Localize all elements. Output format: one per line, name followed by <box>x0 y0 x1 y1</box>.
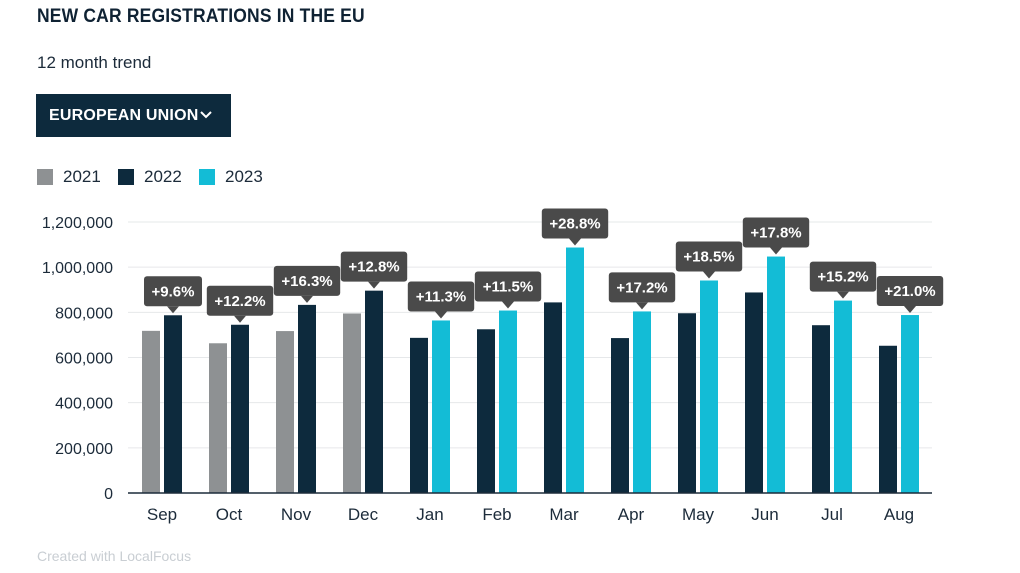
callout-box <box>675 241 743 272</box>
callout-pointer <box>837 291 849 299</box>
bar-jun-2022 <box>745 292 763 493</box>
y-tick-label: 1,200,000 <box>42 215 113 232</box>
x-tick-label: Sep <box>147 505 177 524</box>
data-label: +17.8% <box>750 225 801 242</box>
chevron-down-icon <box>200 111 212 119</box>
y-tick-label: 200,000 <box>55 441 113 458</box>
data-label: +11.5% <box>483 279 533 296</box>
x-tick-label: Apr <box>618 505 645 524</box>
page-title: NEW CAR REGISTRATIONS IN THE EU <box>37 6 365 27</box>
callout-pointer <box>703 271 715 279</box>
data-label: +12.8% <box>348 259 399 276</box>
y-tick-label: 600,000 <box>55 351 113 368</box>
x-tick-label: May <box>682 505 715 524</box>
x-tick-label: Dec <box>348 505 379 524</box>
bar-jan-2023 <box>432 320 450 493</box>
callout-pointer <box>301 295 313 303</box>
x-tick-label: Jun <box>751 505 778 524</box>
bar-nov-2021 <box>276 331 294 493</box>
bar-jul-2023 <box>834 300 852 493</box>
callout-pointer <box>435 311 447 319</box>
bar-jun-2023 <box>767 256 785 493</box>
callout-pointer <box>502 301 514 309</box>
x-tick-label: Nov <box>281 505 312 524</box>
callout-box <box>273 265 341 296</box>
callout-box <box>608 272 676 303</box>
bar-may-2022 <box>678 313 696 493</box>
callout-pointer <box>904 306 916 314</box>
x-tick-label: Jan <box>416 505 443 524</box>
y-tick-label: 1,000,000 <box>42 260 113 277</box>
legend-label-2022: 2022 <box>144 167 182 186</box>
callout-pointer <box>167 306 179 314</box>
data-label: +11.3% <box>416 288 466 305</box>
x-tick-label: Feb <box>482 505 511 524</box>
x-tick-label: Aug <box>884 505 914 524</box>
bar-sep-2022 <box>164 315 182 493</box>
data-label: +18.5% <box>683 248 734 265</box>
data-label: +28.8% <box>549 216 600 233</box>
bar-oct-2021 <box>209 343 227 493</box>
callout-pointer <box>636 302 648 310</box>
bar-aug-2022 <box>879 345 897 493</box>
footer-credit: Created with LocalFocus <box>37 548 192 564</box>
page-subtitle: 12 month trend <box>37 53 152 72</box>
y-tick-label: 0 <box>104 486 113 503</box>
bar-sep-2021 <box>142 330 160 493</box>
data-label: +9.6% <box>152 283 195 300</box>
x-tick-label: Oct <box>216 505 243 524</box>
callout-box <box>742 217 810 248</box>
bar-may-2023 <box>700 280 718 493</box>
region-dropdown-label: EUROPEAN UNION <box>49 106 199 124</box>
bar-jan-2022 <box>410 337 428 493</box>
callout-box <box>876 276 944 307</box>
x-tick-label: Mar <box>549 505 579 524</box>
bar-apr-2022 <box>611 338 629 493</box>
legend-swatch-2023 <box>199 169 215 185</box>
callout-pointer <box>770 247 782 255</box>
callout-pointer <box>368 281 380 289</box>
callout-box <box>206 285 274 316</box>
bar-dec-2022 <box>365 290 383 493</box>
data-label: +21.0% <box>884 283 935 300</box>
callout-pointer <box>234 315 246 323</box>
callout-box <box>809 261 877 292</box>
bar-aug-2023 <box>901 315 919 493</box>
bar-oct-2022 <box>231 324 249 493</box>
bar-mar-2023 <box>566 247 584 493</box>
data-label: +17.2% <box>616 279 667 296</box>
callout-box <box>144 276 202 307</box>
y-tick-label: 400,000 <box>55 396 113 413</box>
callout-pointer <box>569 238 581 246</box>
bar-mar-2022 <box>544 302 562 493</box>
callout-box <box>474 271 542 302</box>
legend-label-2023: 2023 <box>225 167 263 186</box>
bar-nov-2022 <box>298 304 316 493</box>
data-label: +15.2% <box>817 269 868 286</box>
region-dropdown[interactable]: EUROPEAN UNION <box>36 94 231 137</box>
data-label: +12.2% <box>214 293 265 310</box>
bar-feb-2023 <box>499 310 517 493</box>
bar-dec-2021 <box>343 313 361 493</box>
callout-box <box>407 281 475 312</box>
data-label: +16.3% <box>281 273 332 290</box>
legend-swatch-2022 <box>118 169 134 185</box>
bar-feb-2022 <box>477 329 495 493</box>
callout-box <box>541 208 609 239</box>
bar-apr-2023 <box>633 311 651 493</box>
legend-label-2021: 2021 <box>63 167 101 186</box>
callout-box <box>340 251 408 282</box>
y-tick-label: 800,000 <box>55 305 113 322</box>
legend-swatch-2021 <box>37 169 53 185</box>
x-tick-label: Jul <box>821 505 843 524</box>
bar-jul-2022 <box>812 325 830 493</box>
